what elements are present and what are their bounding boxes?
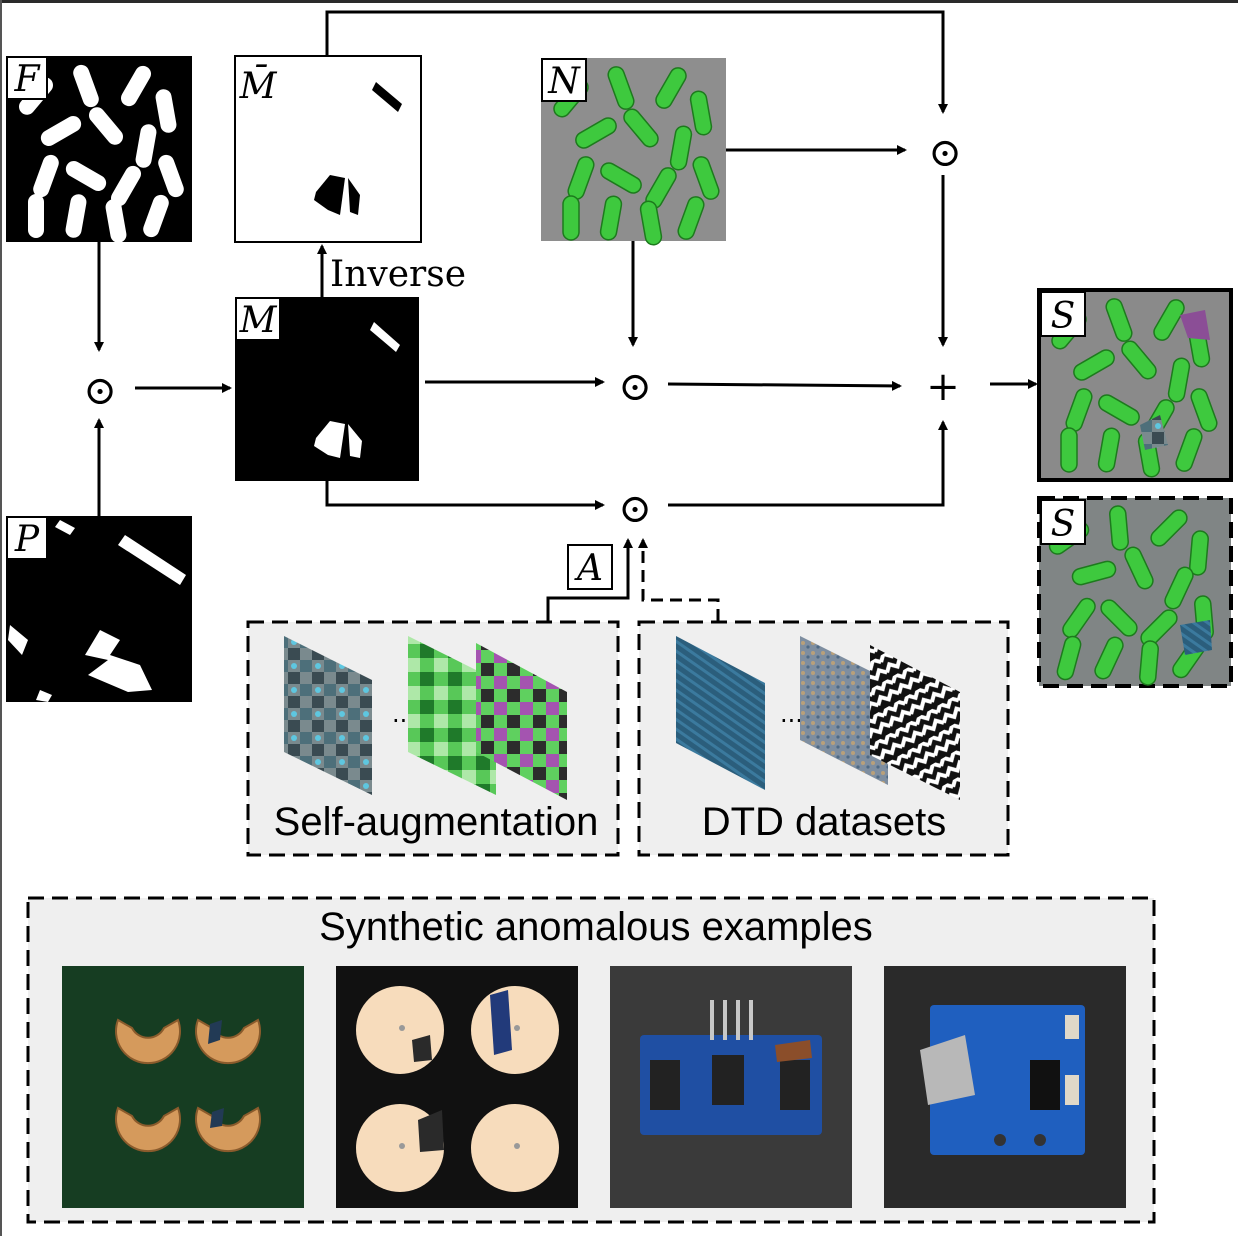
pill — [1167, 357, 1191, 403]
label-M-bar: M̄ — [239, 64, 278, 107]
pill — [1073, 349, 1115, 381]
svg-text:...: ... — [780, 700, 803, 728]
pill — [143, 194, 169, 238]
synthetic-caption: Synthetic anomalous examples — [319, 905, 873, 949]
self-augmentation-caption: Self-augmentation — [274, 800, 599, 844]
svg-text:M: M — [239, 300, 278, 341]
pill — [1139, 640, 1159, 686]
svg-text:S: S — [1051, 296, 1076, 337]
pill — [1062, 597, 1096, 639]
pill — [689, 90, 713, 136]
pill — [65, 194, 87, 238]
aug-texture-3 — [476, 643, 567, 800]
pill — [1190, 388, 1218, 432]
label-F: F — [6, 56, 48, 100]
pill — [1164, 566, 1194, 610]
dtd-texture-1 — [676, 636, 765, 790]
dtd-panel: ... DTD datasets — [637, 620, 1010, 857]
pill — [1094, 636, 1124, 680]
pill — [73, 64, 99, 108]
operators: ⊙ ⊙ ⊙ ⊙ + — [83, 130, 962, 532]
example-pcb-sensor — [610, 966, 852, 1208]
label-N: N — [541, 58, 587, 102]
pill — [677, 196, 705, 240]
pill — [1153, 299, 1185, 341]
pill — [155, 89, 177, 133]
pill — [639, 200, 663, 246]
example-pcb-charger — [884, 966, 1126, 1208]
pill — [1056, 635, 1082, 681]
pill — [40, 116, 82, 146]
pill — [65, 161, 107, 191]
left-border — [0, 0, 2, 1236]
svg-text:M̄: M̄ — [239, 64, 278, 107]
dtd-texture-3 — [870, 645, 960, 800]
plus-operator: + — [926, 364, 960, 410]
mask-M-bar — [234, 55, 422, 243]
arrows — [94, 10, 1038, 655]
self-augmentation-panel: ... Self-augmentation — [246, 620, 620, 857]
pill — [28, 194, 44, 238]
pill — [121, 65, 151, 107]
pill — [655, 67, 687, 109]
top-border — [0, 0, 1238, 3]
pill — [1175, 428, 1203, 472]
pill — [623, 108, 659, 148]
svg-text:A: A — [574, 548, 603, 589]
pill — [89, 107, 123, 145]
pill — [1105, 298, 1133, 342]
odot-middle: ⊙ — [618, 364, 652, 410]
label-P: P — [6, 516, 48, 560]
pill — [669, 125, 693, 171]
label-S-top: S — [1040, 291, 1086, 337]
label-M: M — [235, 297, 281, 341]
odot-lower: ⊙ — [618, 486, 652, 532]
aug-texture-2 — [408, 636, 496, 795]
example-candle — [336, 966, 578, 1208]
pill — [111, 165, 141, 207]
pill — [600, 162, 642, 194]
pill — [562, 195, 580, 241]
pill — [1097, 427, 1121, 473]
label-S-bottom: S — [1040, 499, 1086, 545]
synthetic-examples-panel: Synthetic anomalous examples — [26, 896, 1156, 1224]
pill — [575, 117, 617, 149]
pill — [1060, 427, 1078, 473]
pill — [1100, 599, 1138, 637]
pill — [33, 154, 59, 198]
pill — [1098, 394, 1140, 426]
pill — [105, 199, 127, 243]
inverse-label: Inverse — [330, 254, 466, 295]
example-macaroni — [62, 966, 304, 1208]
dtd-caption: DTD datasets — [702, 800, 947, 844]
pill — [599, 195, 623, 241]
pill — [1071, 560, 1117, 586]
odot-left: ⊙ — [83, 368, 117, 414]
pill — [607, 66, 635, 110]
svg-text:S: S — [1051, 504, 1076, 545]
pill — [135, 124, 157, 168]
mask-P — [6, 516, 192, 702]
svg-text:P: P — [14, 519, 40, 560]
pill — [1109, 505, 1129, 551]
pill — [1121, 340, 1157, 380]
pill — [158, 154, 184, 198]
pill — [1150, 509, 1188, 547]
pill — [692, 156, 720, 200]
svg-text:F: F — [14, 59, 42, 100]
pill — [1124, 546, 1154, 590]
pill — [1189, 530, 1209, 576]
dtd-texture-2 — [800, 636, 888, 785]
label-A: A — [567, 544, 613, 590]
aug-texture-1 — [284, 636, 372, 795]
odot-top-right: ⊙ — [928, 130, 962, 176]
svg-text:N: N — [547, 61, 581, 102]
